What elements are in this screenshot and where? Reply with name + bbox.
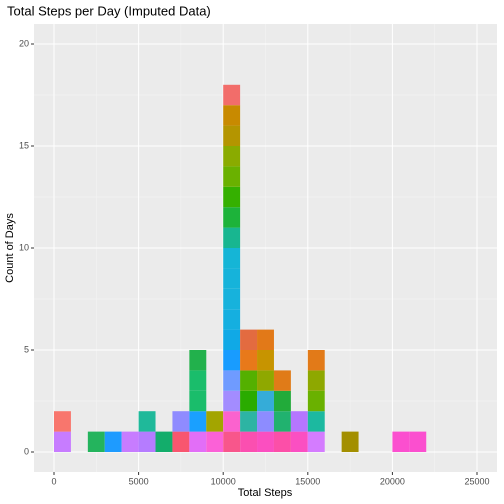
bar-segment bbox=[290, 431, 308, 453]
bar-segment bbox=[87, 431, 105, 453]
bar-segment bbox=[273, 390, 291, 412]
y-tick-label: 5 bbox=[24, 344, 29, 354]
bar-segment bbox=[223, 125, 241, 146]
bar-segment bbox=[307, 370, 325, 391]
bar-segment bbox=[172, 411, 190, 432]
bar bbox=[223, 84, 241, 453]
bar-segment bbox=[307, 411, 325, 432]
y-tick-label: 10 bbox=[19, 242, 29, 252]
bar-segment bbox=[223, 84, 241, 106]
bar-segment bbox=[307, 350, 325, 371]
bar bbox=[189, 350, 207, 453]
bar bbox=[155, 431, 173, 453]
bar bbox=[121, 431, 139, 453]
bar-segment bbox=[257, 370, 274, 391]
chart-title: Total Steps per Day (Imputed Data) bbox=[7, 3, 211, 18]
bar-segment bbox=[240, 370, 258, 391]
x-tick-label: 0 bbox=[51, 476, 56, 486]
bar-segment bbox=[223, 207, 241, 228]
bar bbox=[172, 411, 190, 453]
bar-segment bbox=[409, 431, 427, 453]
x-tick-label: 25000 bbox=[464, 476, 489, 486]
bar-segment bbox=[223, 288, 241, 310]
bar-segment bbox=[223, 227, 241, 248]
bar-segment bbox=[223, 186, 241, 208]
y-tick-label: 0 bbox=[24, 446, 29, 456]
bar-segment bbox=[240, 431, 258, 453]
bar-segment bbox=[189, 390, 207, 412]
bar-segment bbox=[341, 431, 359, 453]
bar-segment bbox=[240, 350, 258, 371]
bar-segment bbox=[189, 370, 207, 391]
bar-segment bbox=[240, 411, 258, 432]
bar-segment bbox=[257, 431, 274, 453]
bar-segment bbox=[189, 350, 207, 371]
bar-segment bbox=[223, 309, 241, 330]
bar bbox=[290, 411, 308, 453]
bar-segment bbox=[121, 431, 139, 453]
bar-segment bbox=[189, 431, 207, 453]
y-tick-label: 15 bbox=[19, 140, 29, 150]
y-axis-label: Count of Days bbox=[4, 213, 16, 283]
bar-segment bbox=[223, 411, 241, 432]
bar-segment bbox=[172, 431, 190, 453]
bar-segment bbox=[273, 411, 291, 432]
bar bbox=[257, 329, 274, 453]
x-tick-label: 20000 bbox=[380, 476, 405, 486]
bar-segment bbox=[206, 411, 224, 432]
bar-segment bbox=[138, 431, 156, 453]
bar-segment bbox=[155, 431, 173, 453]
bar bbox=[104, 431, 122, 453]
bar-segment bbox=[240, 329, 258, 351]
bar-segment bbox=[223, 268, 241, 289]
bar-segment bbox=[223, 248, 241, 269]
bar-segment bbox=[223, 431, 241, 453]
bar-segment bbox=[273, 370, 291, 391]
bar bbox=[53, 411, 71, 453]
bar bbox=[273, 370, 291, 453]
bar-segment bbox=[223, 390, 241, 412]
bar-segment bbox=[104, 431, 122, 453]
bar-segment bbox=[240, 390, 258, 412]
bar bbox=[206, 411, 224, 453]
bar-segment bbox=[206, 431, 224, 453]
bar bbox=[392, 431, 410, 453]
bar-segment bbox=[223, 166, 241, 187]
bar-segment bbox=[189, 411, 207, 432]
bar-segment bbox=[290, 411, 308, 432]
bar-segment bbox=[307, 431, 325, 453]
bar-segment bbox=[223, 370, 241, 391]
x-tick-label: 15000 bbox=[295, 476, 320, 486]
bar-segment bbox=[257, 350, 274, 371]
bar-segment bbox=[223, 350, 241, 371]
bar-segment bbox=[307, 390, 325, 412]
bar-segment bbox=[392, 431, 410, 453]
bar-segment bbox=[257, 390, 274, 412]
bar-segment bbox=[223, 329, 241, 351]
bar-segment bbox=[53, 411, 71, 432]
bar-segment bbox=[273, 431, 291, 453]
x-tick-label: 10000 bbox=[211, 476, 236, 486]
bar-segment bbox=[53, 431, 71, 453]
x-tick-label: 5000 bbox=[129, 476, 149, 486]
bar bbox=[409, 431, 427, 453]
bar-segment bbox=[257, 329, 274, 351]
x-axis-label: Total Steps bbox=[238, 487, 293, 499]
bar-segment bbox=[138, 411, 156, 432]
bar bbox=[240, 329, 258, 453]
y-tick-label: 20 bbox=[19, 38, 29, 48]
bar bbox=[87, 431, 105, 453]
bar-segment bbox=[223, 105, 241, 126]
bar bbox=[341, 431, 359, 453]
bar bbox=[307, 350, 325, 453]
bar-segment bbox=[223, 145, 241, 167]
bar-segment bbox=[257, 411, 274, 432]
bar bbox=[138, 411, 156, 453]
